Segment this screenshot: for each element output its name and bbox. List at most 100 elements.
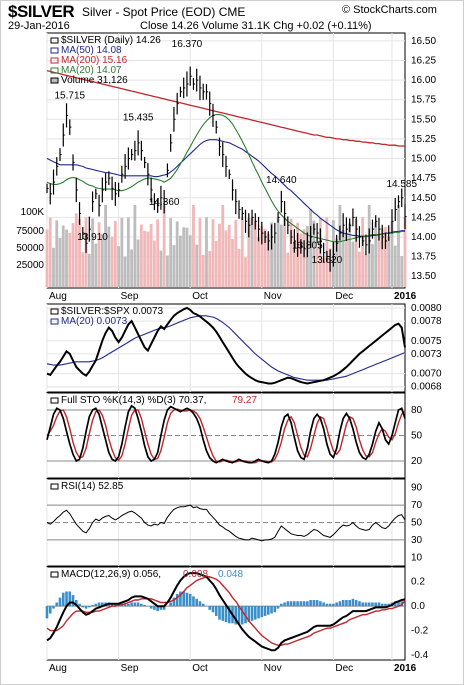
price-legend-swatch xyxy=(50,47,59,54)
volume-bar xyxy=(195,244,199,287)
price-legend-entry: MA(20) 14.07 xyxy=(61,65,122,76)
macd-histogram-bar xyxy=(88,606,91,608)
price-annotation: 13.910 xyxy=(77,232,108,243)
macd-histogram-bar xyxy=(384,603,387,607)
macd-histogram-bar xyxy=(198,601,202,607)
price-tick-label: 15.75 xyxy=(411,95,436,106)
macd-histogram-bar xyxy=(328,603,332,607)
macd-tick-label: -0.4 xyxy=(411,650,429,661)
macd-histogram-bar xyxy=(240,606,244,625)
volume-bar xyxy=(384,226,387,287)
rsi-tick-label: 70 xyxy=(411,500,423,511)
quote-summary: Close 14.26 Volume 31.1K Chg +0.02 (+0.1… xyxy=(140,20,372,32)
volume-bar xyxy=(354,219,358,287)
price-tick-label: 13.50 xyxy=(411,271,436,282)
macd-histogram-bar xyxy=(247,606,251,623)
volume-bar xyxy=(257,237,260,287)
macd-histogram-bar xyxy=(192,596,195,607)
price-legend-entry: MA(50) 14.08 xyxy=(61,45,122,56)
macd-histogram-bar xyxy=(143,604,146,607)
volume-bar xyxy=(227,224,231,287)
volume-bar xyxy=(276,218,280,287)
rsi-legend-swatch xyxy=(50,483,59,490)
macd-histogram-bar xyxy=(361,602,364,607)
price-annotation: 14.640 xyxy=(266,175,297,186)
price-tick-label: 16.50 xyxy=(411,36,436,47)
volume-bar xyxy=(192,205,195,287)
price-tick-label: 14.00 xyxy=(411,232,436,243)
volume-tick-label: 25000 xyxy=(16,260,44,271)
macd-histogram-bar xyxy=(227,606,231,624)
price-legend-swatch xyxy=(50,67,59,74)
volume-tick-label: 50000 xyxy=(16,243,44,254)
macd-histogram-bar xyxy=(172,597,176,607)
macd-x-tick-label: Nov xyxy=(264,663,282,674)
volume-bar xyxy=(292,242,296,287)
macd-histogram-bar xyxy=(133,602,137,607)
macd-histogram-bar xyxy=(345,600,348,607)
macd-histogram-bar xyxy=(338,601,342,607)
macd-x-tick-label: 2016 xyxy=(394,663,417,674)
macd-histogram-bar xyxy=(94,603,98,607)
volume-bar xyxy=(130,249,134,287)
macd-histogram-bar xyxy=(68,591,72,607)
macd-histogram-bar xyxy=(397,601,400,607)
macd-signal-line xyxy=(46,576,406,646)
macd-legend-swatch xyxy=(50,571,59,578)
volume-bar xyxy=(302,229,306,287)
macd-histogram-bar xyxy=(283,602,286,607)
volume-bar xyxy=(335,238,339,287)
macd-histogram-bar xyxy=(286,601,290,607)
volume-bar xyxy=(74,213,78,287)
volume-bar xyxy=(289,218,293,287)
volume-bar xyxy=(322,257,326,287)
macd-histogram-bar xyxy=(371,602,374,607)
macd-histogram-bar xyxy=(377,602,381,607)
volume-bar xyxy=(387,236,391,287)
macd-x-tick-label: Aug xyxy=(49,663,67,674)
macd-histogram-bar xyxy=(130,602,133,607)
volume-bar xyxy=(166,255,169,287)
volume-bar xyxy=(273,243,277,287)
macd-histogram-bar xyxy=(348,600,351,607)
volume-bar xyxy=(315,247,319,287)
volume-bar xyxy=(172,245,176,287)
volume-bar xyxy=(159,250,163,287)
macd-histogram-bar xyxy=(185,592,189,607)
volume-bar xyxy=(162,205,166,287)
volume-bar xyxy=(143,230,147,287)
macd-x-tick-label: Oct xyxy=(192,663,208,674)
volume-bar xyxy=(169,218,173,287)
macd-histogram-bar xyxy=(276,606,280,609)
rsi-tick-label: 30 xyxy=(411,535,423,546)
macd-histogram-bar xyxy=(208,606,212,610)
volume-bar xyxy=(361,217,365,287)
macd-histogram-bar xyxy=(52,606,55,609)
volume-bar xyxy=(260,226,264,287)
volume-bar xyxy=(48,217,52,287)
stoch-tick-label: 50 xyxy=(411,431,423,442)
price-tick-label: 15.50 xyxy=(411,114,436,125)
stoch-legend-entry: Full STO %K(14,3) %D(3) 70.37, xyxy=(61,395,206,406)
ratio-legend-entry: $SILVER:$SPX 0.0073 xyxy=(61,306,164,317)
price-x-tick-label: 2016 xyxy=(394,291,417,302)
macd-histogram-bar xyxy=(114,603,117,607)
ratio-tick-label: 0.0068 xyxy=(411,382,442,393)
macd-histogram-bar xyxy=(273,606,277,613)
volume-bar xyxy=(364,254,368,287)
rsi-legend-entry: RSI(14) 52.85 xyxy=(61,481,124,492)
macd-histogram-bar xyxy=(280,603,283,607)
ratio-tick-label: 0.0073 xyxy=(411,349,442,360)
volume-bar xyxy=(71,223,75,287)
price-x-tick-label: Dec xyxy=(335,291,353,302)
volume-bar xyxy=(393,245,397,287)
macd-histogram-bar xyxy=(58,597,62,607)
price-legend-entry: Volume 31,126 xyxy=(61,75,128,86)
volume-bar xyxy=(78,218,81,287)
volume-bar xyxy=(146,231,150,287)
ratio-tick-label: 0.0070 xyxy=(411,369,442,380)
volume-bar xyxy=(113,221,117,287)
price-tick-label: 13.75 xyxy=(411,252,436,263)
ticker-symbol: $SILVER xyxy=(8,2,75,21)
volume-bar xyxy=(358,251,361,287)
